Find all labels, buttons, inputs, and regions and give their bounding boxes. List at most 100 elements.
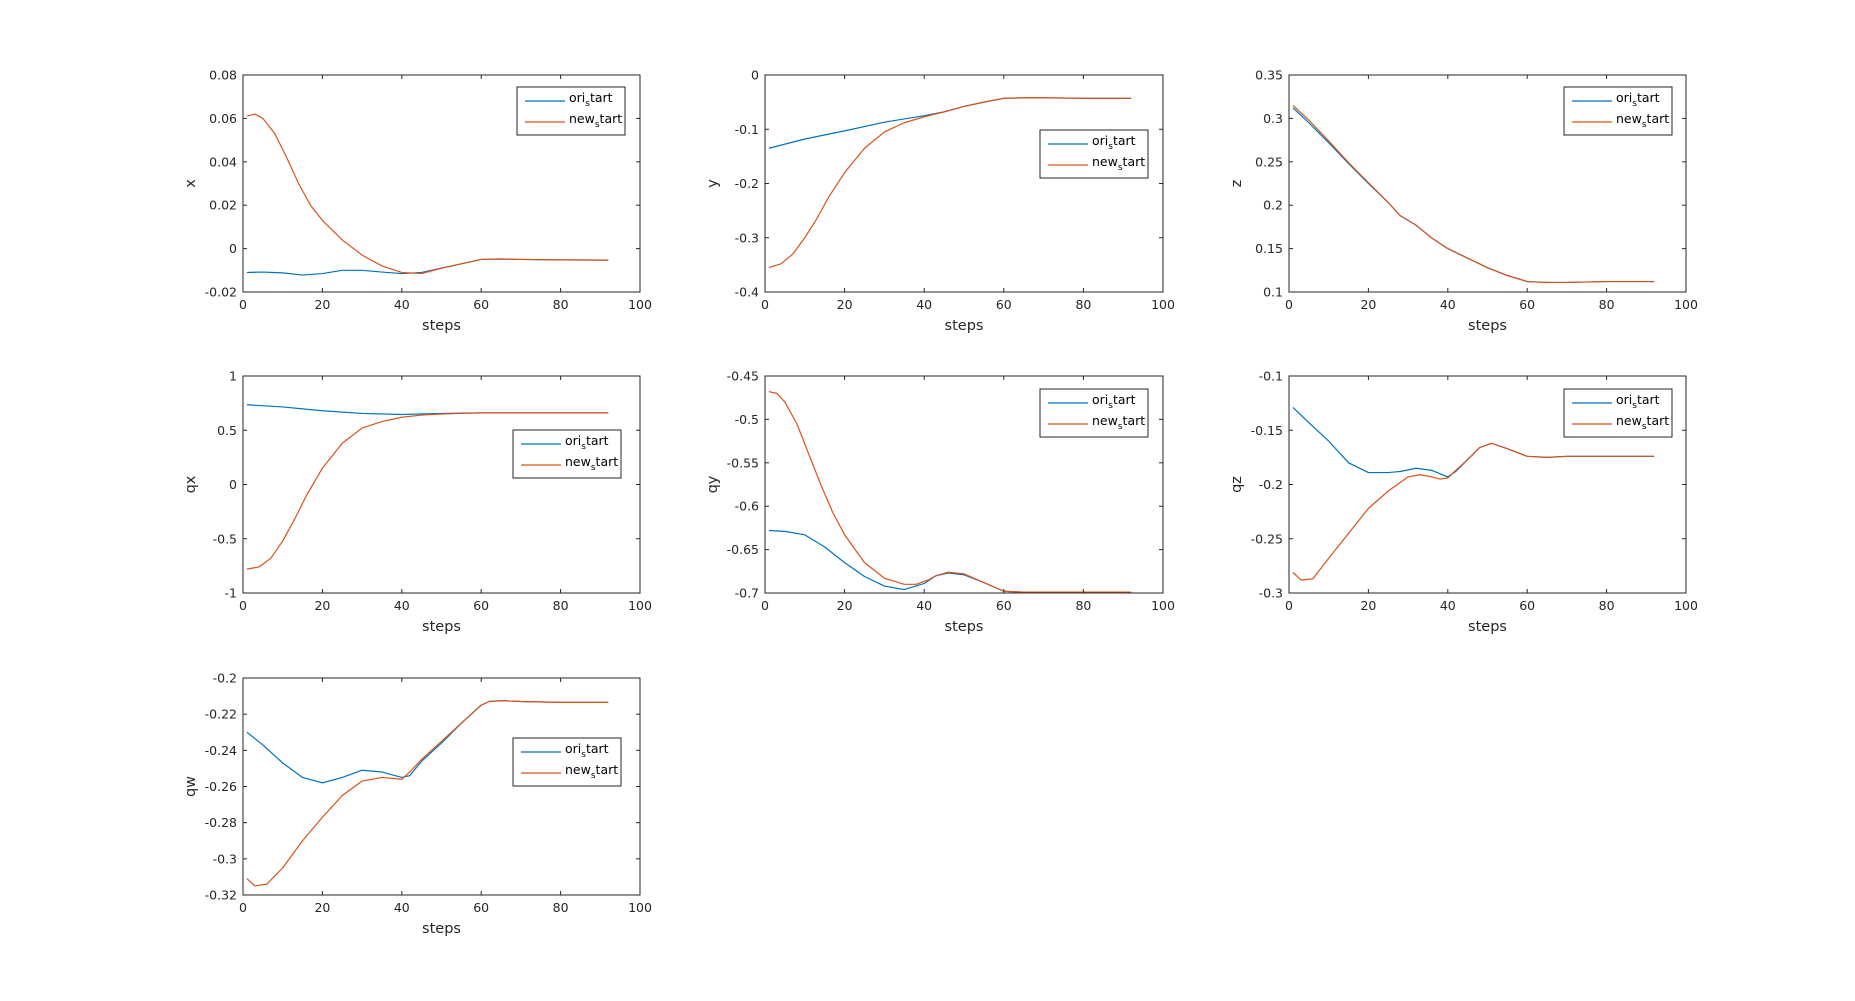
x-tick-label: 20 (837, 297, 853, 312)
y-tick-label: -0.7 (735, 586, 759, 601)
legend-box (512, 737, 622, 787)
y-axis-label: qy (705, 475, 721, 493)
y-tick-label: 0.06 (209, 111, 237, 126)
x-axis-label: steps (945, 619, 984, 635)
x-tick-label: 40 (916, 598, 932, 613)
subplot-y: 0 20 40 60 80 100 -0.4 -0.3 -0.2 -0.1 0 steps y orist… (705, 68, 1175, 335)
x-tick-label: 40 (394, 297, 410, 312)
y-tick-label: -0.1 (1259, 369, 1283, 384)
legend-label-new-start: newstart (565, 762, 618, 781)
y-tick-label: -0.55 (727, 455, 759, 470)
y-axis-label: qz (1229, 476, 1245, 493)
x-tick-label: 20 (314, 297, 330, 312)
y-tick-label: -0.65 (727, 542, 759, 557)
series-line-new-start (246, 700, 609, 887)
legend: oristart newstart (512, 429, 622, 479)
series-line-new-start (246, 412, 609, 570)
y-tick-label: 0.15 (1255, 241, 1283, 256)
series-line-new-start (768, 97, 1132, 269)
legend-label-new-start: newstart (1092, 154, 1145, 173)
x-tick-label: 100 (628, 598, 652, 613)
x-tick-label: 40 (394, 598, 410, 613)
x-tick-label: 40 (1440, 297, 1456, 312)
y-axis-label: x (183, 179, 199, 188)
legend-box (1039, 388, 1149, 438)
y-axis-label: qx (183, 475, 199, 493)
y-tick-label: -0.28 (205, 815, 237, 830)
plot-area (765, 75, 1163, 292)
subplot-x: 0 20 40 60 80 100-0.0200.020.040.060.08stepsx… (183, 68, 652, 335)
y-axis-label: z (1229, 180, 1245, 188)
y-tick-label: -0.4 (735, 285, 759, 300)
legend: oristart newstart (1039, 129, 1149, 179)
series-line-new-start (1292, 442, 1655, 581)
legend: oristart newstart (1039, 388, 1149, 438)
y-tick-label: 0.5 (217, 423, 237, 438)
legend: oristart newstart (516, 86, 626, 136)
x-tick-label: 0 (239, 900, 247, 915)
x-tick-label: 60 (1519, 598, 1535, 613)
y-tick-label: -0.6 (735, 499, 759, 514)
y-tick-label: 0.1 (1263, 285, 1283, 300)
x-tick-label: 20 (314, 598, 330, 613)
legend-label-new-start: newstart (1092, 413, 1145, 432)
x-tick-label: 100 (1151, 598, 1175, 613)
y-tick-label: 0.3 (1263, 111, 1283, 126)
x-tick-label: 0 (239, 598, 247, 613)
y-tick-label: 0.04 (209, 154, 237, 169)
legend-label-ori-start: oristart (565, 433, 609, 452)
x-tick-label: 40 (916, 297, 932, 312)
x-tick-label: 80 (1599, 297, 1615, 312)
x-tick-label: 0 (1285, 297, 1293, 312)
legend-label-new-start: newstart (1616, 111, 1669, 130)
legend-box (516, 86, 626, 136)
subplot-qx: 0 20 40 60 80 100 -1 -0.5 0 0.5 1 steps qx oristart ne… (183, 369, 652, 636)
subplot-qz: 0 20 40 60 80 100 -0.3 -0.25 -0.2 -0.15 -0.1 steps q… (1229, 369, 1698, 636)
y-tick-label: -0.02 (205, 285, 237, 300)
x-tick-label: 20 (837, 598, 853, 613)
legend-box (1563, 86, 1673, 136)
y-tick-label: 0 (229, 477, 237, 492)
axes-box (1288, 74, 1687, 293)
legend-label-new-start: newstart (569, 111, 622, 130)
x-tick-label: 80 (1599, 598, 1615, 613)
y-tick-label: -0.2 (213, 671, 237, 686)
x-tick-label: 60 (996, 297, 1012, 312)
x-tick-label: 0 (1285, 598, 1293, 613)
y-tick-label: 0 (751, 68, 759, 83)
y-axis-label: y (705, 179, 721, 188)
legend: oristart newstart (512, 737, 622, 787)
legend-label-ori-start: oristart (1616, 392, 1660, 411)
x-axis-label: steps (1468, 318, 1507, 334)
subplot-z: 0 20 40 60 80 100 0.1 0.15 0.2 0.25 0.3 0.35 steps z o… (1229, 68, 1698, 335)
x-tick-label: 80 (553, 297, 569, 312)
subplot-qw: 0 20 40 60 80 100 -0.32 -0.3 -0.28 -0.26 -0.24 -0.2… (183, 671, 652, 938)
y-tick-label: -0.15 (1251, 423, 1283, 438)
x-axis-label: steps (422, 619, 461, 635)
x-tick-label: 0 (239, 297, 247, 312)
x-tick-label: 60 (473, 297, 489, 312)
x-axis-label: steps (422, 318, 461, 334)
y-tick-label: -0.26 (205, 779, 237, 794)
legend: oristart newstart (1563, 388, 1673, 438)
x-axis-label: steps (1468, 619, 1507, 635)
x-tick-label: 20 (1360, 297, 1376, 312)
y-tick-label: -0.24 (205, 743, 237, 758)
plot-area (243, 376, 640, 593)
y-tick-label: -0.32 (205, 888, 237, 903)
x-tick-label: 80 (553, 598, 569, 613)
subplot-qy: 0 20 40 60 80 100 -0.7 -0.65 -0.6 -0.55 -0.5 -0.45 s… (705, 369, 1175, 636)
x-tick-label: 100 (1674, 598, 1698, 613)
y-axis-label: qw (183, 776, 199, 797)
y-tick-label: 0.25 (1255, 154, 1283, 169)
x-tick-label: 60 (1519, 297, 1535, 312)
legend-label-ori-start: oristart (569, 90, 613, 109)
y-tick-label: -0.5 (213, 531, 237, 546)
x-tick-label: 100 (628, 900, 652, 915)
x-tick-label: 0 (761, 297, 769, 312)
x-tick-label: 40 (1440, 598, 1456, 613)
y-tick-label: -0.5 (735, 412, 759, 427)
legend-label-ori-start: oristart (1092, 392, 1136, 411)
x-tick-label: 40 (394, 900, 410, 915)
